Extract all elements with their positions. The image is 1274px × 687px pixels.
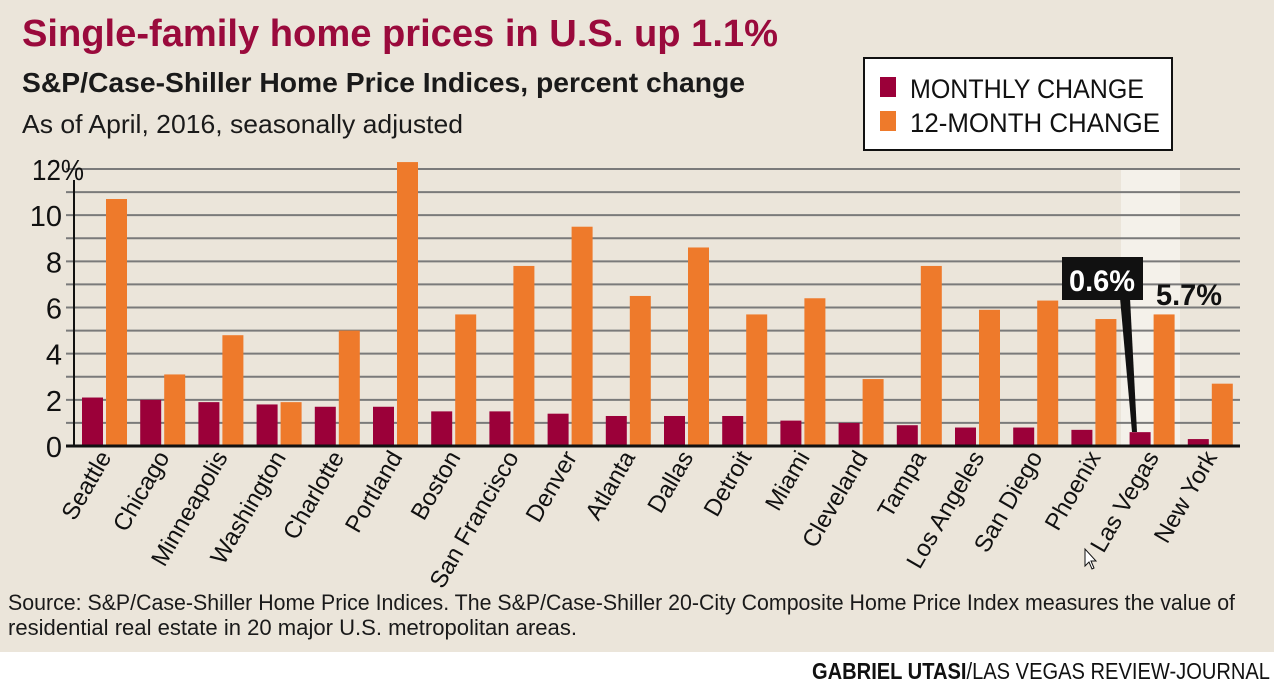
legend-label-12-month: 12-MONTH CHANGE <box>910 108 1160 138</box>
bar-12-month-change <box>106 199 127 446</box>
bar-monthly-change <box>489 411 511 446</box>
bar-monthly-change <box>605 415 627 446</box>
legend-swatch-12-month <box>880 111 896 131</box>
bar-12-month-change <box>746 314 768 446</box>
mouse-cursor-icon <box>1084 547 1098 570</box>
bar-monthly-change <box>198 402 220 446</box>
chart-title: Single-family home prices in U.S. up 1.1… <box>22 13 778 55</box>
bar-monthly-change <box>431 411 453 446</box>
bar-monthly-change <box>1129 432 1151 446</box>
bar-12-month-change <box>804 298 826 446</box>
bar-12-month-change <box>280 402 302 446</box>
label-12-month-value: 5.7% <box>1156 279 1222 312</box>
bar-12-month-change <box>397 162 418 446</box>
y-tick-label: 6 <box>46 294 62 326</box>
y-axis-ticks: 0 2 4 6 8 10 12% <box>30 155 84 464</box>
bar-monthly-change <box>664 415 685 446</box>
bar-monthly-change <box>780 420 802 446</box>
y-tick-label: 10 <box>30 201 62 233</box>
bar-12-month-change <box>629 295 651 446</box>
bar-monthly-change <box>547 413 569 446</box>
source-line-1: Source: S&P/Case-Shiller Home Price Indi… <box>8 590 1236 615</box>
chart-subtitle: S&P/Case-Shiller Home Price Indices, per… <box>22 67 745 98</box>
bar-12-month-change <box>920 265 942 446</box>
callout-monthly-value: 0.6% <box>1069 265 1135 298</box>
callout-box <box>1062 257 1143 300</box>
y-tick-label: 8 <box>46 247 62 279</box>
bar-12-month-change <box>455 314 477 446</box>
bar-12-month-change <box>688 247 709 446</box>
legend-label-monthly: MONTHLY CHANGE <box>910 74 1144 104</box>
bar-12-month-change <box>338 330 360 446</box>
bar-12-month-change <box>979 309 1000 446</box>
legend: MONTHLY CHANGE 12-MONTH CHANGE <box>863 57 1173 151</box>
callout-pointer <box>1120 298 1137 432</box>
bar-monthly-change <box>140 399 162 446</box>
y-tick-label: 0 <box>46 432 62 464</box>
bar-monthly-change <box>955 427 976 446</box>
bar-monthly-change <box>896 425 918 446</box>
bar-12-month-change <box>222 335 244 446</box>
bar-12-month-change <box>571 226 593 446</box>
source-line-2: residential real estate in 20 major U.S.… <box>8 615 577 640</box>
credit-strip <box>0 652 1274 687</box>
bar-monthly-change <box>1187 439 1209 446</box>
credit-org: /LAS VEGAS REVIEW-JOURNAL <box>967 658 1271 684</box>
bar-12-month-change <box>513 265 535 446</box>
credit-name: GABRIEL UTASI <box>812 658 967 684</box>
bar-12-month-change <box>1211 383 1233 446</box>
bar-monthly-change <box>256 404 278 446</box>
y-tick-label: 2 <box>46 386 62 418</box>
bar-12-month-change <box>164 374 186 446</box>
bar-monthly-change <box>314 406 336 446</box>
credit: GABRIEL UTASI/LAS VEGAS REVIEW-JOURNAL <box>812 658 1270 684</box>
y-tick-label: 4 <box>46 340 62 372</box>
chart-note: As of April, 2016, seasonally adjusted <box>22 109 463 139</box>
bar-12-month-change <box>1095 319 1117 446</box>
bar-monthly-change <box>82 397 103 446</box>
bars <box>82 162 1233 446</box>
legend-swatch-monthly <box>880 77 896 97</box>
bar-monthly-change <box>722 415 744 446</box>
bar-monthly-change <box>838 422 860 446</box>
las-vegas-callout: 0.6% 5.7% <box>1062 257 1222 432</box>
bar-12-month-change <box>1153 314 1175 446</box>
bar-monthly-change <box>373 406 394 446</box>
bar-monthly-change <box>1013 427 1035 446</box>
bar-12-month-change <box>1037 300 1059 446</box>
y-tick-label: 12% <box>32 155 84 187</box>
legend-box <box>863 57 1173 151</box>
bar-12-month-change <box>862 379 884 446</box>
bar-monthly-change <box>1071 429 1093 446</box>
